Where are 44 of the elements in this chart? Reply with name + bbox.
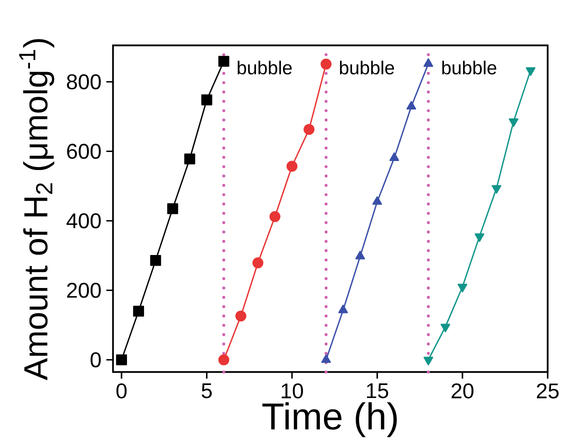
point: [440, 324, 450, 332]
y-tick-label: 200: [67, 282, 101, 298]
point: [252, 257, 264, 268]
x-tick-label: 0: [116, 383, 127, 398]
point: [235, 310, 246, 322]
point: [389, 152, 400, 161]
annotation: bubble: [442, 60, 496, 74]
x-tick-label: 25: [536, 383, 559, 398]
point: [424, 58, 434, 67]
point: [218, 56, 230, 67]
x-tick-label: 20: [452, 383, 474, 398]
point: [320, 58, 332, 70]
x-tick-label: 15: [366, 383, 388, 398]
y-axis-title: Amount of H$_{2}$ (μmolg$^{-1}$): [19, 39, 54, 380]
annotation: bubble: [340, 60, 394, 74]
point: [406, 101, 416, 110]
point: [167, 203, 178, 214]
x-tick-label: 10: [282, 383, 303, 398]
point: [116, 354, 127, 366]
point: [526, 67, 536, 76]
y-tick-label: 400: [66, 213, 101, 228]
x-axis-title: Time (h): [262, 402, 397, 438]
point: [458, 284, 468, 292]
annotation: bubble: [238, 60, 292, 74]
point: [150, 254, 162, 266]
y-tick-label: 800: [66, 74, 101, 90]
point: [133, 306, 144, 317]
y-tick-label: 0: [90, 352, 101, 368]
point: [321, 354, 331, 363]
point: [201, 94, 212, 106]
point: [218, 354, 230, 366]
point: [355, 250, 365, 260]
x-tick-label: 5: [202, 383, 212, 398]
point: [184, 153, 196, 164]
point: [372, 196, 382, 205]
point: [338, 304, 348, 314]
point: [424, 356, 434, 366]
point: [304, 124, 314, 135]
point: [474, 233, 484, 242]
y-tick-label: 600: [67, 144, 101, 159]
point: [269, 211, 280, 222]
point: [508, 118, 518, 127]
point: [492, 185, 502, 194]
point: [286, 160, 298, 172]
